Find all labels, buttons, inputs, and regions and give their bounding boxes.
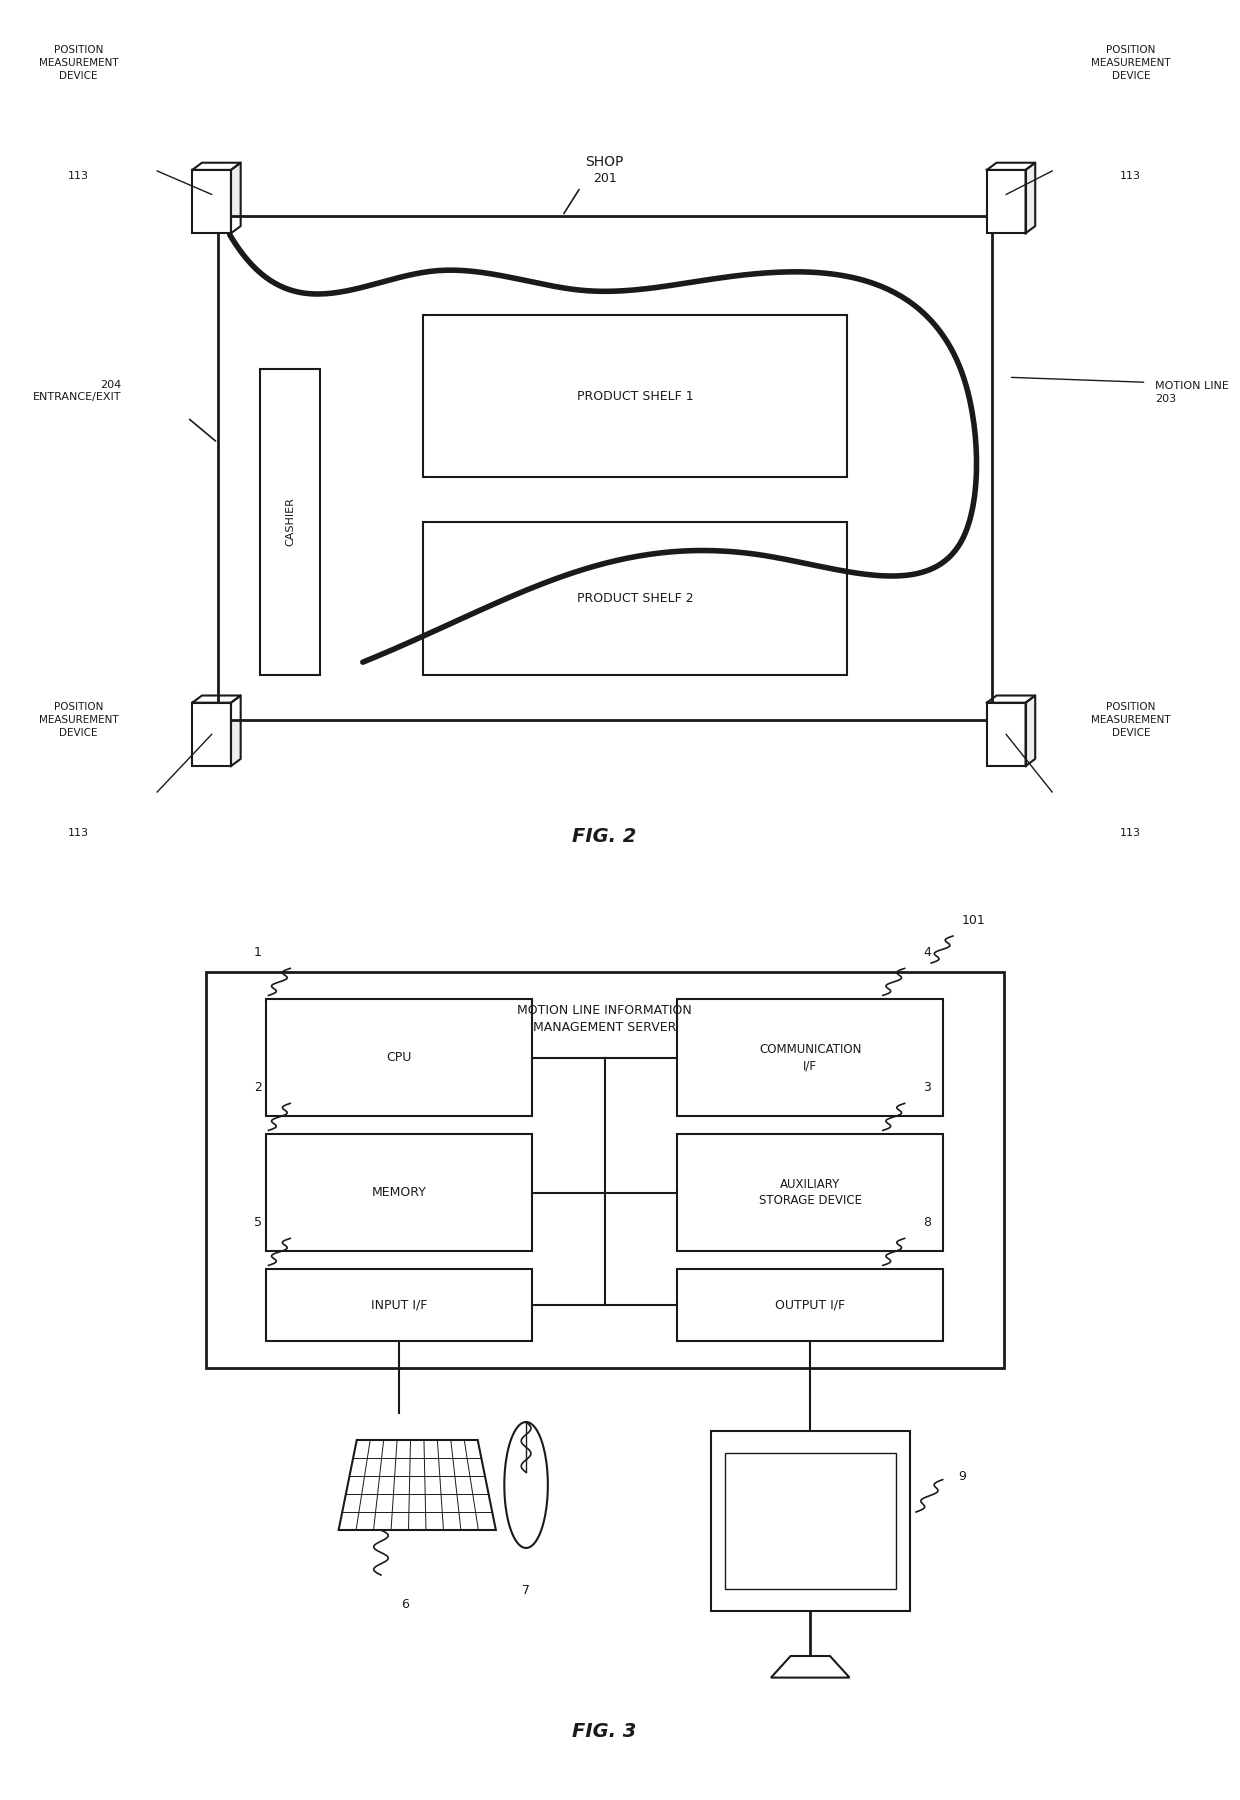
Text: 113: 113 [68,828,89,839]
Bar [725,1453,895,1589]
Text: CPU: CPU [387,1051,412,1064]
Text: 113: 113 [1120,828,1141,839]
Polygon shape [231,162,241,234]
Text: COMMUNICATION
I/F: COMMUNICATION I/F [759,1042,862,1073]
Polygon shape [339,1440,496,1530]
Text: POSITION
MEASUREMENT
DEVICE: POSITION MEASUREMENT DEVICE [38,702,119,738]
Bar [423,315,847,477]
Text: 3: 3 [924,1082,931,1094]
Text: 8: 8 [924,1217,931,1229]
Text: POSITION
MEASUREMENT
DEVICE: POSITION MEASUREMENT DEVICE [1091,45,1171,81]
Text: 1: 1 [254,947,262,959]
Bar [267,1269,532,1341]
Polygon shape [192,695,241,702]
Text: POSITION
MEASUREMENT
DEVICE: POSITION MEASUREMENT DEVICE [1091,702,1171,738]
Text: 7: 7 [522,1584,529,1597]
Text: MOTION LINE INFORMATION
MANAGEMENT SERVER: MOTION LINE INFORMATION MANAGEMENT SERVE… [517,1004,692,1033]
Bar [218,216,992,720]
Text: POSITION
MEASUREMENT
DEVICE: POSITION MEASUREMENT DEVICE [38,45,119,81]
Polygon shape [1025,695,1035,767]
Text: MEMORY: MEMORY [372,1186,427,1199]
Bar [987,702,1025,767]
Text: PRODUCT SHELF 2: PRODUCT SHELF 2 [577,592,693,605]
Polygon shape [771,1656,849,1678]
Text: CASHIER: CASHIER [285,497,295,547]
Text: 5: 5 [254,1217,262,1229]
Text: PRODUCT SHELF 1: PRODUCT SHELF 1 [577,389,693,403]
Text: 113: 113 [1120,171,1141,182]
Text: OUTPUT I/F: OUTPUT I/F [775,1298,846,1312]
Text: 4: 4 [924,947,931,959]
Bar [987,169,1025,234]
Bar [267,999,532,1116]
Text: FIG. 3: FIG. 3 [573,1723,637,1741]
Text: 9: 9 [959,1469,966,1483]
Polygon shape [192,162,241,169]
Text: 6: 6 [402,1598,409,1611]
Text: 201: 201 [593,173,616,185]
Text: 113: 113 [68,171,89,182]
Polygon shape [231,695,241,767]
Text: 204
ENTRANCE/EXIT: 204 ENTRANCE/EXIT [32,380,122,403]
Bar [711,1431,910,1611]
Polygon shape [987,695,1035,702]
Text: INPUT I/F: INPUT I/F [371,1298,428,1312]
Bar [260,369,320,675]
Polygon shape [505,1422,548,1548]
Text: 2: 2 [254,1082,262,1094]
Bar [677,999,944,1116]
Bar [192,702,231,767]
Bar [423,522,847,675]
Bar [206,972,1003,1368]
Bar [677,1269,944,1341]
Text: AUXILIARY
STORAGE DEVICE: AUXILIARY STORAGE DEVICE [759,1177,862,1208]
Text: SHOP: SHOP [585,155,624,169]
Polygon shape [987,162,1035,169]
Text: 101: 101 [962,914,986,927]
Bar [677,1134,944,1251]
Text: MOTION LINE
203: MOTION LINE 203 [1154,382,1229,403]
Polygon shape [1025,162,1035,234]
Bar [267,1134,532,1251]
Bar [192,169,231,234]
Text: FIG. 2: FIG. 2 [573,828,637,846]
